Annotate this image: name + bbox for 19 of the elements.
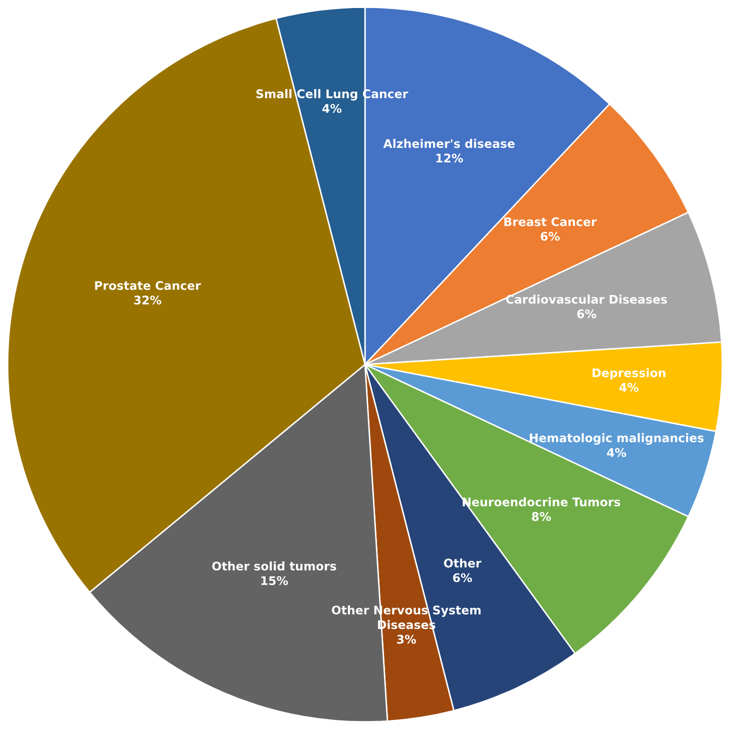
data-label: 4%	[619, 382, 639, 392]
slice-label: Hematologic malignancies	[530, 433, 704, 445]
data-label: 6%	[540, 232, 560, 241]
slice-label: Cardiovascular Diseases	[506, 294, 667, 304]
data-label: 32%	[134, 296, 162, 305]
data-label: 3%	[397, 634, 416, 644]
slice-label: Prostate Cancer	[95, 281, 201, 290]
data-label: 8%	[532, 512, 551, 521]
data-label: 6%	[577, 309, 596, 318]
slice-label: Alzheimer's disease	[383, 138, 515, 148]
slice-label: Depression	[592, 368, 666, 380]
slice-label: Breast Cancer	[504, 217, 597, 226]
slice-label: Other	[444, 558, 482, 568]
data-label: 12%	[436, 154, 463, 163]
slice-label: Other solid tumors	[212, 561, 336, 571]
data-label: 4%	[322, 104, 342, 113]
data-label: 6%	[453, 573, 472, 582]
data-label: 4%	[607, 448, 626, 457]
data-label: 15%	[261, 576, 288, 586]
